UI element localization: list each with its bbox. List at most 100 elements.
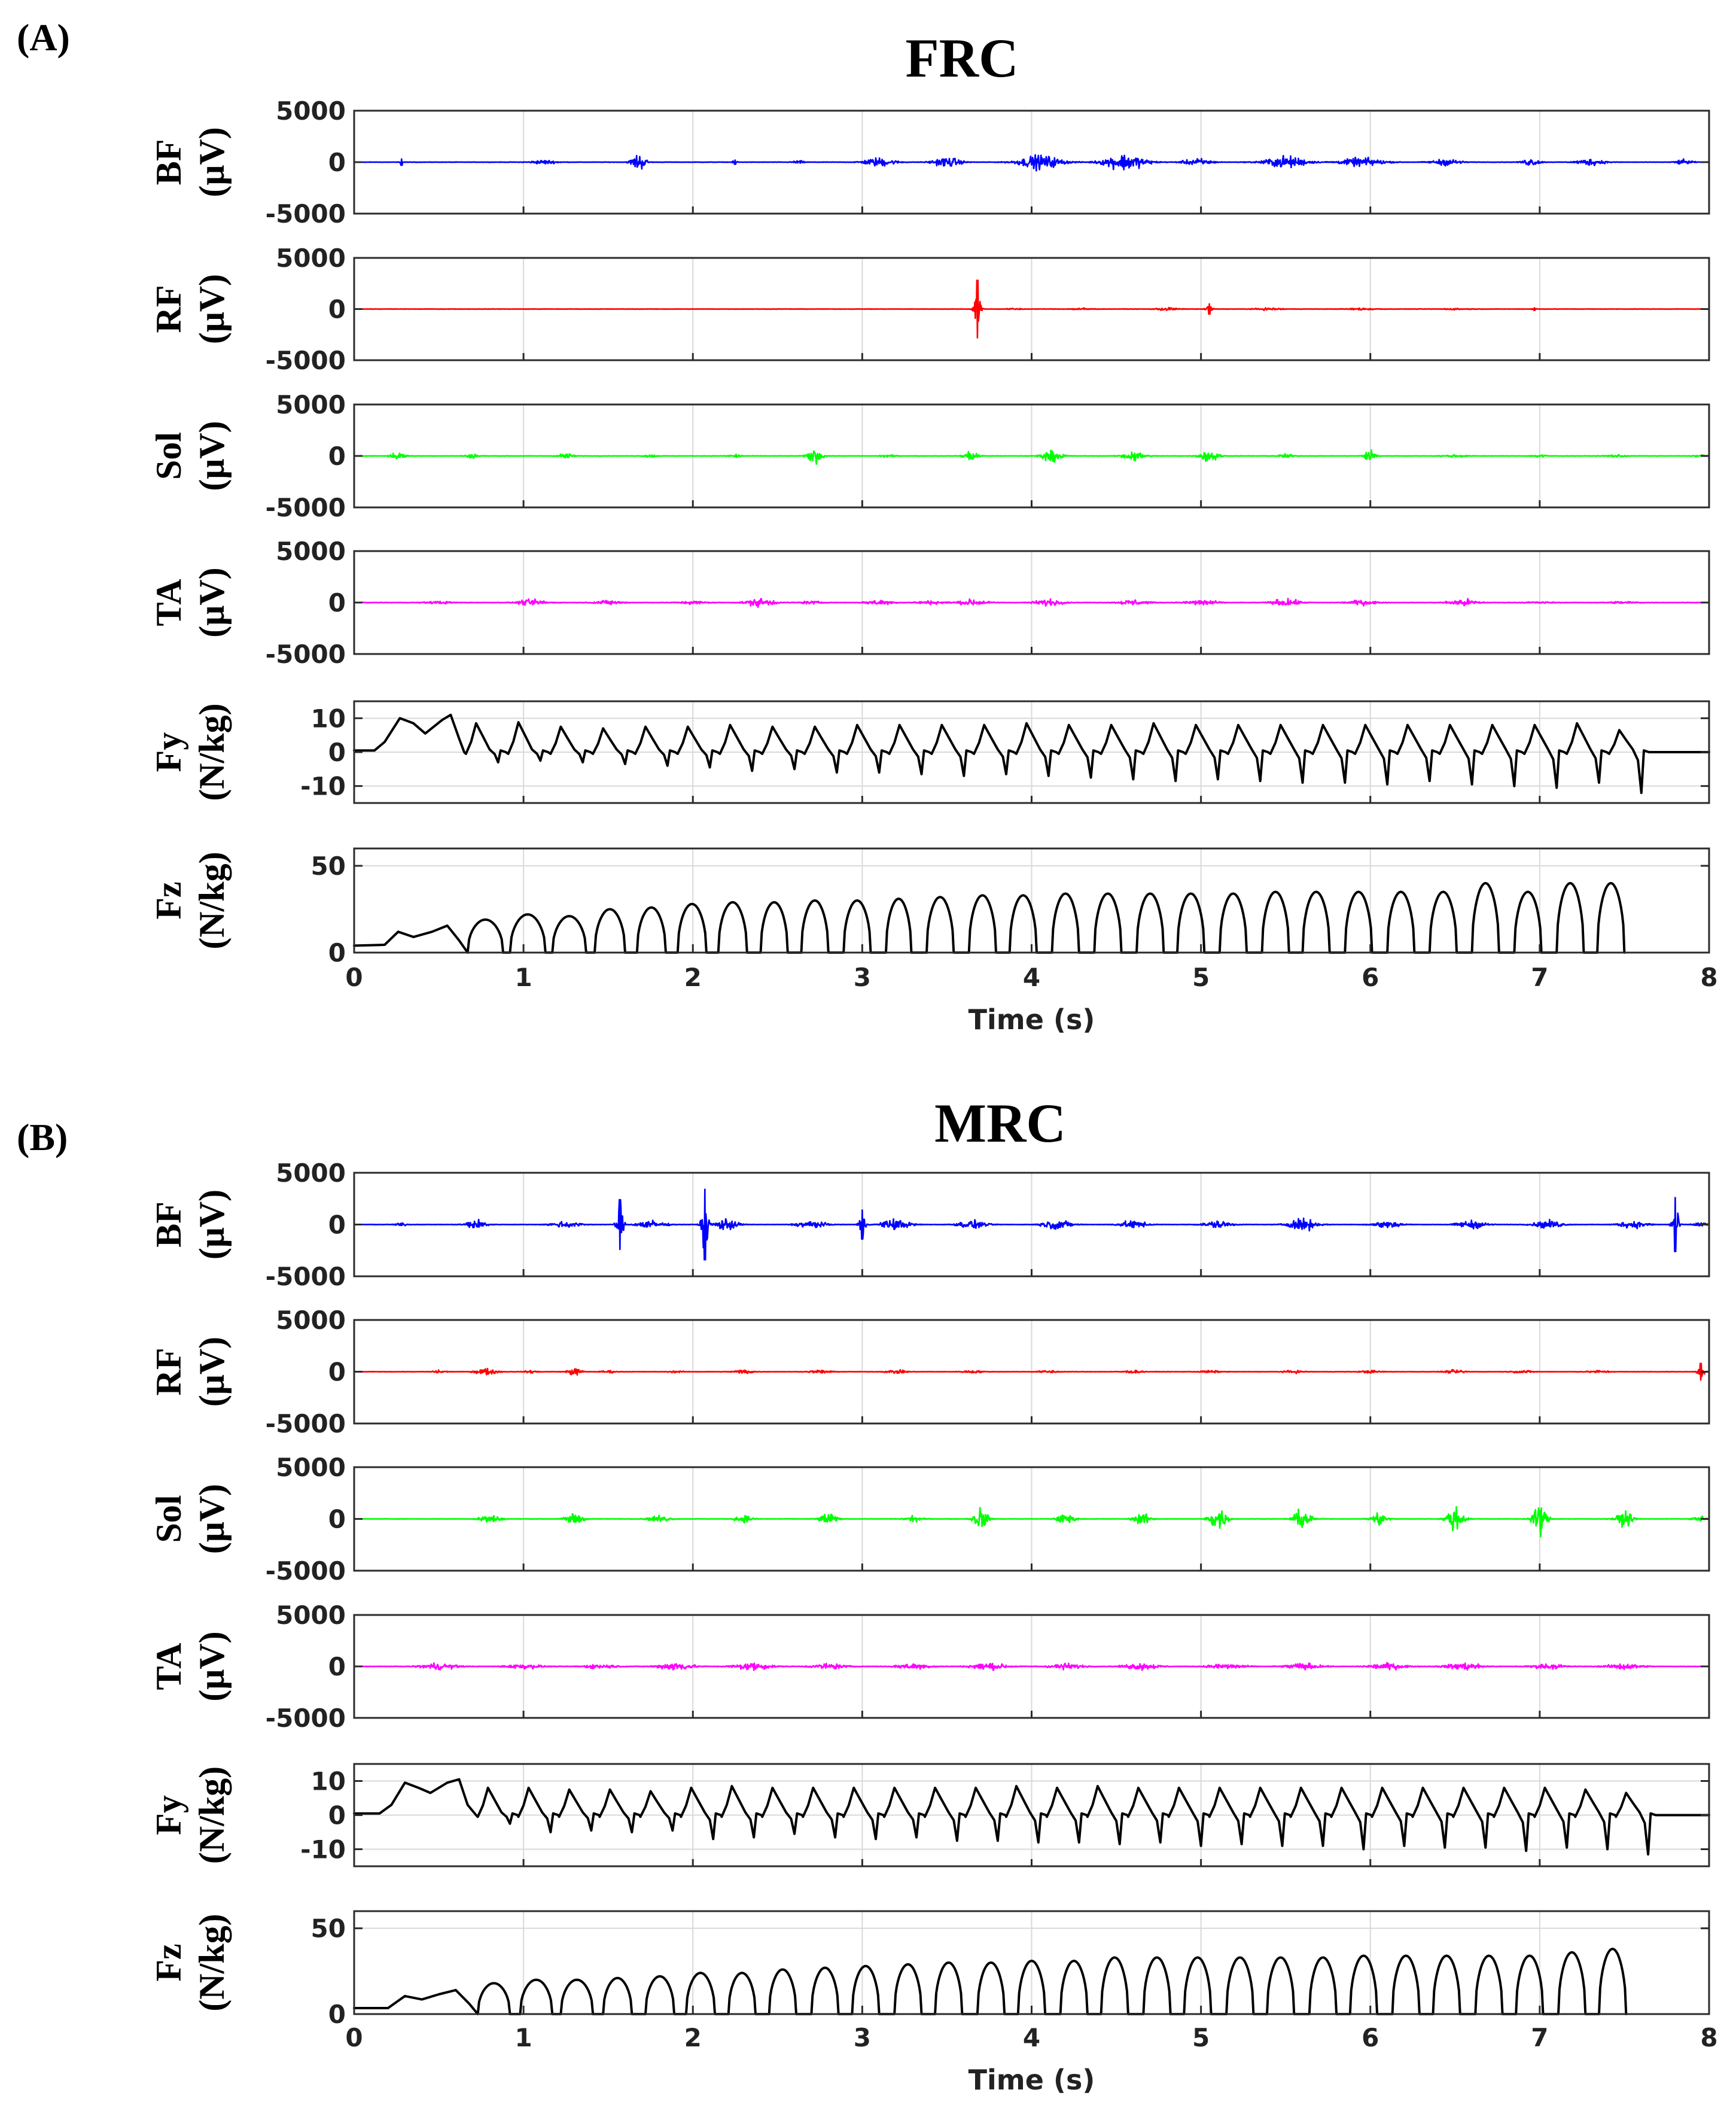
y-tick-label: -5000 [266, 199, 346, 229]
series-ta [353, 1662, 1710, 1671]
series-bf [353, 154, 1710, 172]
x-tick-label: 1 [515, 2023, 532, 2052]
y-axis-label: Fz (N/kg) [149, 1914, 232, 2011]
y-tick-label: 5000 [276, 1453, 346, 1482]
x-tick-label: 2 [684, 963, 702, 992]
y-axis-label: BF (μV) [149, 1190, 232, 1260]
subplot-bf: 5000 0 -5000 BF (μV) [149, 1158, 1710, 1291]
panel-title: MRC [934, 1093, 1066, 1154]
y-tick-label: -5000 [266, 640, 346, 669]
y-axis-label-unit: (μV) [192, 1337, 232, 1407]
y-axis-label-name: Fy [149, 1795, 188, 1835]
y-tick-label: -5000 [266, 1556, 346, 1586]
y-tick-label: 5000 [276, 390, 346, 419]
y-axis-label: Fz (N/kg) [149, 851, 232, 949]
y-tick-label: 0 [328, 442, 346, 471]
y-tick-label: -5000 [266, 1409, 346, 1438]
y-axis-label: TA (μV) [149, 1631, 232, 1701]
y-tick-label: 5000 [276, 96, 346, 126]
x-tick-label: 1 [515, 963, 532, 992]
y-tick-label: 0 [328, 1210, 346, 1240]
series-fz [353, 882, 1626, 954]
y-axis-label: Fy (N/kg) [149, 1766, 232, 1864]
y-tick-label: 0 [328, 938, 346, 968]
y-tick-label: 5000 [276, 1158, 346, 1188]
y-axis-label-unit: (N/kg) [192, 1914, 232, 2011]
y-axis-label-unit: (μV) [192, 567, 232, 637]
x-tick-label: 5 [1192, 963, 1210, 992]
y-tick-label: -5000 [266, 1704, 346, 1733]
y-tick-label: 50 [311, 1914, 346, 1943]
y-axis-label-unit: (N/kg) [192, 851, 232, 949]
subplot-ta: 5000 0 -5000 TA (μV) [149, 1601, 1710, 1733]
y-tick-label: -5000 [266, 1262, 346, 1291]
y-axis-label-name: RF [149, 1348, 188, 1396]
panel-label: (A) [17, 16, 70, 59]
y-tick-label: -10 [300, 772, 346, 801]
y-tick-label: 0 [328, 588, 346, 618]
series-sol [353, 449, 1710, 465]
y-axis-label: Sol (μV) [149, 1484, 232, 1554]
x-tick-label: 5 [1192, 2023, 1210, 2052]
y-axis-label-name: Fz [149, 881, 188, 919]
x-tick-label: 3 [854, 963, 871, 992]
subplot-sol: 5000 0 -5000 Sol (μV) [149, 390, 1710, 522]
y-tick-label: 0 [328, 2000, 346, 2029]
y-axis-label-name: RF [149, 285, 188, 333]
x-tick-label: 8 [1700, 2023, 1717, 2052]
x-tick-label: 7 [1531, 2023, 1548, 2052]
x-tick-label: 4 [1023, 2023, 1040, 2052]
y-axis-label-unit: (μV) [192, 274, 232, 344]
subplot-rf: 5000 0 -5000 RF (μV) [149, 1306, 1710, 1438]
y-axis-label-unit: (μV) [192, 1190, 232, 1260]
x-tick-label: 7 [1531, 963, 1548, 992]
y-axis-label-name: Fz [149, 1943, 188, 1981]
y-tick-label: 5000 [276, 244, 346, 273]
x-tick-label: 8 [1700, 963, 1717, 992]
subplot-rf: 5000 0 -5000 RF (μV) [149, 244, 1710, 375]
series-fz [353, 1948, 1628, 2015]
y-axis-label-name: Sol [149, 432, 188, 480]
x-tick-label: 0 [345, 2023, 363, 2052]
y-tick-label: 5000 [276, 537, 346, 566]
x-tick-label: 3 [854, 2023, 871, 2052]
series-sol [353, 1505, 1710, 1538]
series-fy [353, 713, 1710, 794]
y-tick-label: 0 [328, 1505, 346, 1534]
y-tick-label: 10 [311, 704, 346, 733]
series-ta [353, 598, 1710, 609]
y-axis-label: TA (μV) [149, 567, 232, 637]
y-axis-label-name: Fy [149, 732, 188, 772]
panel-label: (B) [17, 1116, 68, 1158]
x-axis-label: Time (s) [968, 1003, 1095, 1036]
subplot-bf: 5000 0 -5000 BF (μV) [149, 96, 1710, 229]
panel-title: FRC [905, 28, 1018, 89]
subplot-fy: 10 0 -10 Fy (N/kg) [149, 1763, 1710, 1867]
x-tick-label: 4 [1023, 963, 1040, 992]
y-tick-label: 5000 [276, 1601, 346, 1630]
y-tick-label: 0 [328, 1801, 346, 1830]
series-bf [353, 1188, 1710, 1261]
y-tick-label: 5000 [276, 1306, 346, 1335]
y-axis-label-unit: (N/kg) [192, 1766, 232, 1864]
y-axis-label-unit: (μV) [192, 421, 232, 491]
y-tick-label: -5000 [266, 493, 346, 522]
y-axis-label: RF (μV) [149, 1337, 232, 1407]
y-axis-label: Fy (N/kg) [149, 703, 232, 801]
y-axis-label: Sol (μV) [149, 421, 232, 491]
y-axis-label-name: BF [149, 1201, 188, 1248]
series-fy [353, 1778, 1710, 1856]
y-axis-label: BF (μV) [149, 127, 232, 197]
series-rf [353, 279, 1710, 339]
y-tick-label: 0 [328, 738, 346, 767]
y-axis-label-name: TA [149, 579, 188, 626]
subplot-fz: 50 0 Fz (N/kg) 0 1 2 3 4 5 6 7 8 Time (s) [149, 1910, 1718, 2096]
y-tick-label: 0 [328, 148, 346, 177]
subplot-sol: 5000 0 -5000 Sol (μV) [149, 1453, 1710, 1586]
y-axis-label-unit: (μV) [192, 127, 232, 197]
y-axis-label-name: Sol [149, 1495, 188, 1543]
y-tick-label: 0 [328, 1358, 346, 1387]
